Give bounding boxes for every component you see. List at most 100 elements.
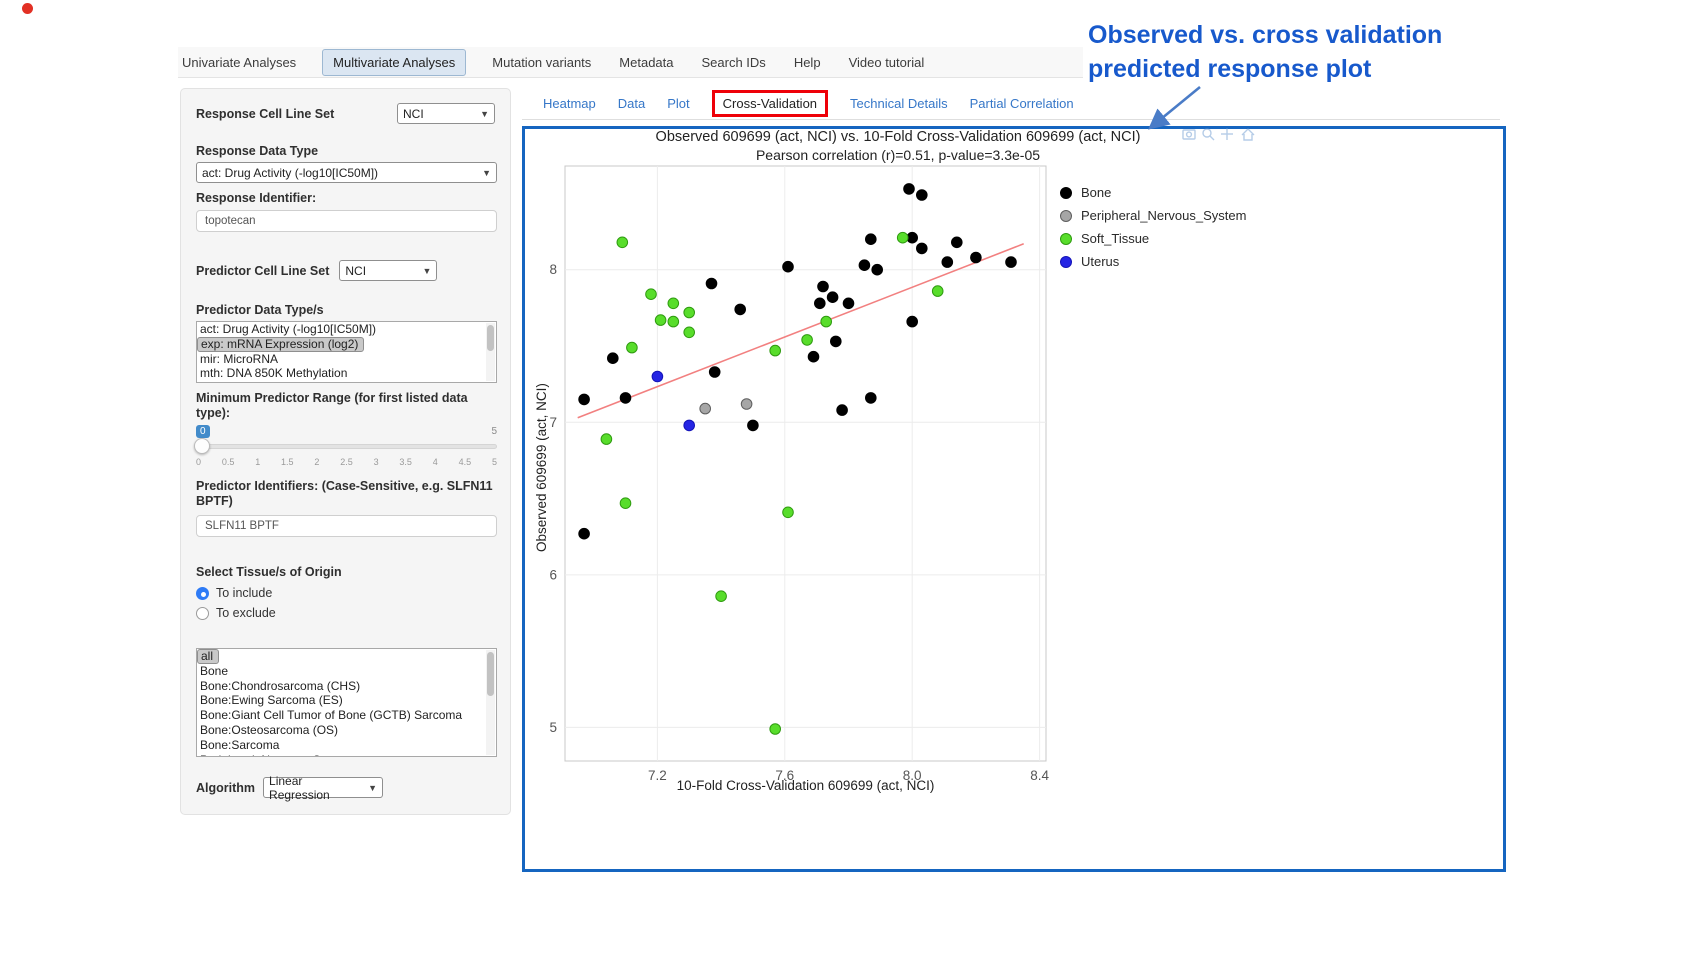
- data-point-bone[interactable]: [708, 366, 721, 378]
- list-option-peripheral-nervous-system[interactable]: Peripheral_Nervous_System: [197, 753, 496, 756]
- data-point-soft-tissue[interactable]: [616, 236, 629, 249]
- nav-tab-multivariate-analyses[interactable]: Multivariate Analyses: [322, 48, 467, 76]
- to-include-radio[interactable]: [196, 586, 209, 600]
- data-point-bone[interactable]: [807, 350, 820, 363]
- nav-tab-univariate-analyses[interactable]: Univariate Analyses: [182, 54, 297, 70]
- data-point-bone[interactable]: [734, 303, 746, 316]
- scatter-plot[interactable]: 7.2 7.6 8.0 8.4 5 6 7 8: [530, 160, 1050, 800]
- data-point-bone[interactable]: [826, 291, 839, 303]
- data-point-soft-tissue[interactable]: [619, 497, 632, 510]
- data-point-bone[interactable]: [836, 404, 848, 416]
- data-point-bone[interactable]: [842, 297, 855, 310]
- data-point-soft-tissue[interactable]: [715, 590, 727, 603]
- tab-partial-correlation[interactable]: Partial Correlation: [969, 96, 1074, 111]
- nav-tab-help[interactable]: Help: [793, 54, 821, 70]
- slider-track[interactable]: [196, 444, 497, 449]
- predictor-data-types-list[interactable]: act: Drug Activity (-log10[IC50M]) exp: m…: [196, 321, 497, 383]
- predictor-identifiers-input[interactable]: SLFN11 BPTF: [196, 515, 497, 537]
- predictor-cell-line-set-select[interactable]: NCI ▼: [339, 260, 438, 281]
- data-point-soft-tissue[interactable]: [769, 723, 781, 735]
- nav-tab-search-ids[interactable]: Search IDs: [701, 54, 766, 70]
- data-point-bone[interactable]: [607, 352, 619, 364]
- data-point-soft-tissue[interactable]: [654, 314, 667, 326]
- list-option-bone-osteosarcoma-os[interactable]: Bone:Osteosarcoma (OS): [200, 722, 339, 737]
- data-point-bone[interactable]: [782, 260, 794, 273]
- data-point-soft-tissue[interactable]: [683, 326, 695, 339]
- data-point-bone[interactable]: [858, 259, 871, 271]
- data-point-bone[interactable]: [871, 263, 884, 276]
- list-option-all[interactable]: all: [197, 649, 220, 664]
- response-cell-line-set-select[interactable]: NCI ▼: [397, 103, 495, 124]
- data-point-peripheral-nervous-system[interactable]: [699, 402, 711, 415]
- nav-tab-metadata[interactable]: Metadata: [619, 54, 674, 70]
- data-point-soft-tissue[interactable]: [600, 433, 613, 445]
- nav-tab-mutation-variants[interactable]: Mutation variants: [492, 54, 592, 70]
- legend-item-peripheral-nervous-system[interactable]: Peripheral_Nervous_System: [1060, 208, 1246, 223]
- tab-data[interactable]: Data: [617, 96, 646, 111]
- data-point-bone[interactable]: [916, 189, 928, 201]
- response-identifier-input[interactable]: topotecan: [196, 210, 497, 232]
- legend-item-bone[interactable]: Bone: [1060, 185, 1246, 200]
- data-point-bone[interactable]: [916, 242, 928, 255]
- data-point-soft-tissue[interactable]: [683, 306, 695, 319]
- list-option-exp-mrna-expression-log2[interactable]: exp: mRNA Expression (log2): [197, 336, 365, 352]
- scrollbar[interactable]: [486, 650, 495, 755]
- list-option-bone-chondrosarcoma-chs[interactable]: Bone:Chondrosarcoma (CHS): [200, 678, 361, 693]
- scrollbar[interactable]: [486, 323, 495, 381]
- plot-modebar[interactable]: [1182, 126, 1260, 142]
- data-point-soft-tissue[interactable]: [769, 344, 781, 357]
- data-point-uterus[interactable]: [683, 419, 695, 432]
- data-point-soft-tissue[interactable]: [645, 288, 657, 300]
- data-point-soft-tissue[interactable]: [626, 341, 638, 354]
- data-point-bone[interactable]: [747, 419, 759, 432]
- data-point-bone[interactable]: [705, 277, 718, 290]
- list-option-act-drug-activity-log10-ic50m[interactable]: act: Drug Activity (-log10[IC50M]): [200, 322, 377, 336]
- tab-cross-validation[interactable]: Cross-Validation: [711, 90, 829, 117]
- algorithm-select[interactable]: Linear Regression ▼: [263, 774, 384, 802]
- response-data-type-select[interactable]: act: Drug Activity (-log10[IC50M]) ▼: [196, 162, 497, 183]
- data-point-bone[interactable]: [970, 251, 982, 264]
- list-option-bone-ewing-sarcoma-es[interactable]: Bone:Ewing Sarcoma (ES): [200, 693, 343, 708]
- x-tick-label: 7.6: [775, 768, 794, 783]
- data-point-soft-tissue[interactable]: [667, 315, 680, 328]
- data-point-peripheral-nervous-system[interactable]: [740, 398, 753, 410]
- data-point-soft-tissue[interactable]: [782, 506, 794, 519]
- tab-plot[interactable]: Plot: [667, 96, 690, 111]
- list-option-mir-microrna[interactable]: mir: MicroRNA: [200, 351, 278, 366]
- data-point-bone[interactable]: [578, 527, 590, 540]
- data-point-bone[interactable]: [903, 183, 915, 195]
- data-point-bone[interactable]: [578, 393, 590, 406]
- data-point-bone[interactable]: [1005, 256, 1017, 268]
- min-predictor-range-slider[interactable]: 0 5 0 0.5 1 1.5 2 2.5 3 3.5 4 4.5 5: [194, 425, 497, 471]
- nav-tab-video-tutorial[interactable]: Video tutorial: [848, 54, 925, 70]
- data-point-bone[interactable]: [941, 256, 954, 268]
- data-point-bone[interactable]: [814, 297, 826, 310]
- scrollbar-thumb[interactable]: [487, 652, 494, 696]
- data-point-bone[interactable]: [619, 392, 632, 404]
- slider-handle[interactable]: [194, 438, 210, 454]
- data-point-soft-tissue[interactable]: [820, 315, 833, 328]
- data-point-soft-tissue[interactable]: [931, 285, 944, 297]
- data-point-bone[interactable]: [865, 233, 877, 245]
- list-option-bone-giant-cell-tumor-of-bone-gctb-sarcoma[interactable]: Bone:Giant Cell Tumor of Bone (GCTB) Sar…: [200, 708, 463, 723]
- tissue-origin-list[interactable]: all Bone Bone:Chondrosarcoma (CHS) Bone:Ewi…: [196, 648, 497, 757]
- tab-technical-details[interactable]: Technical Details: [850, 96, 948, 111]
- data-point-soft-tissue[interactable]: [896, 231, 909, 244]
- tab-heatmap[interactable]: Heatmap: [543, 96, 596, 111]
- data-point-bone[interactable]: [830, 335, 842, 348]
- legend-item-uterus[interactable]: Uterus: [1060, 254, 1246, 269]
- data-point-bone[interactable]: [817, 280, 829, 293]
- list-option-bone[interactable]: Bone: [200, 663, 229, 678]
- data-point-uterus[interactable]: [651, 370, 664, 383]
- legend-item-soft-tissue[interactable]: Soft_Tissue: [1060, 231, 1246, 246]
- scrollbar-thumb[interactable]: [487, 325, 494, 351]
- list-option-bone-sarcoma[interactable]: Bone:Sarcoma: [200, 737, 280, 752]
- data-point-bone[interactable]: [865, 392, 877, 404]
- to-exclude-radio[interactable]: [196, 606, 209, 620]
- data-point-bone[interactable]: [906, 315, 919, 328]
- data-point-bone[interactable]: [951, 236, 963, 249]
- list-option-mth-dna-850k-methylation[interactable]: mth: DNA 850K Methylation: [200, 366, 348, 381]
- data-point-soft-tissue[interactable]: [801, 334, 813, 346]
- x-tick-label: 8.0: [903, 768, 922, 783]
- data-point-soft-tissue[interactable]: [667, 297, 680, 310]
